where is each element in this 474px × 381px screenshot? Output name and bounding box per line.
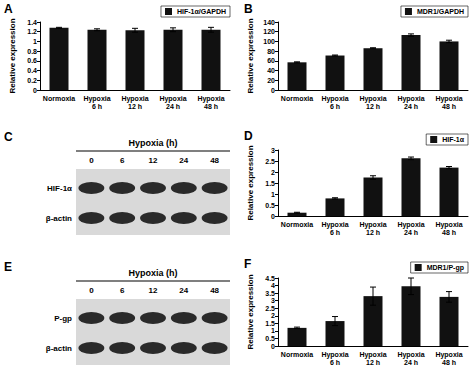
- svg-text:Hypoxia: Hypoxia: [197, 95, 224, 103]
- svg-text:0.5: 0.5: [265, 335, 275, 342]
- svg-text:6 h: 6 h: [92, 103, 102, 110]
- svg-text:20: 20: [267, 77, 275, 84]
- svg-text:0: 0: [271, 213, 275, 220]
- svg-text:2: 2: [271, 312, 275, 319]
- svg-text:HIF-1α/GAPDH: HIF-1α/GAPDH: [177, 8, 226, 15]
- svg-text:Hypoxia: Hypoxia: [397, 221, 424, 229]
- svg-text:48: 48: [210, 156, 219, 165]
- svg-text:24 h: 24 h: [404, 229, 418, 236]
- svg-text:0.2: 0.2: [27, 77, 37, 84]
- svg-text:4: 4: [271, 282, 275, 289]
- svg-text:Hypoxia: Hypoxia: [397, 95, 424, 103]
- svg-text:B: B: [244, 2, 253, 16]
- svg-text:24 h: 24 h: [404, 103, 418, 110]
- svg-text:β-actin: β-actin: [46, 214, 72, 223]
- svg-text:Hypoxia: Hypoxia: [121, 95, 148, 103]
- svg-text:Relative expression: Relative expression: [246, 274, 255, 349]
- svg-text:40: 40: [267, 67, 275, 74]
- svg-text:P-gp: P-gp: [54, 314, 72, 323]
- svg-text:C: C: [4, 130, 13, 144]
- svg-text:1.5: 1.5: [265, 320, 275, 327]
- svg-text:140: 140: [263, 19, 275, 26]
- svg-text:12 h: 12 h: [128, 103, 142, 110]
- svg-text:24 h: 24 h: [166, 103, 180, 110]
- svg-text:6 h: 6 h: [330, 103, 340, 110]
- svg-text:60: 60: [267, 57, 275, 64]
- svg-text:0: 0: [89, 286, 94, 295]
- svg-text:Hypoxia: Hypoxia: [159, 95, 186, 103]
- svg-text:Hypoxia: Hypoxia: [359, 221, 386, 229]
- svg-text:1.4: 1.4: [27, 19, 37, 26]
- svg-text:24: 24: [179, 286, 188, 295]
- svg-text:Hypoxia (h): Hypoxia (h): [128, 138, 177, 148]
- svg-text:1: 1: [271, 327, 275, 334]
- svg-text:Relative expression: Relative expression: [8, 18, 17, 93]
- svg-text:48 h: 48 h: [442, 229, 456, 236]
- svg-text:Hypoxia: Hypoxia: [359, 351, 386, 359]
- svg-text:Hypoxia: Hypoxia: [435, 351, 462, 359]
- svg-text:Hypoxia: Hypoxia: [359, 95, 386, 103]
- svg-text:3: 3: [271, 297, 275, 304]
- svg-text:48 h: 48 h: [442, 359, 456, 366]
- svg-text:MDR1/P-gp: MDR1/P-gp: [427, 264, 464, 272]
- svg-text:6 h: 6 h: [330, 359, 340, 366]
- svg-text:Normoxia: Normoxia: [281, 95, 313, 102]
- svg-text:6: 6: [120, 156, 125, 165]
- svg-text:Hypoxia: Hypoxia: [83, 95, 110, 103]
- svg-text:12 h: 12 h: [366, 359, 380, 366]
- svg-text:MDR1/GAPDH: MDR1/GAPDH: [417, 8, 464, 15]
- svg-text:3.5: 3.5: [265, 290, 275, 297]
- svg-text:2.5: 2.5: [265, 158, 275, 165]
- svg-text:Normoxia: Normoxia: [281, 221, 313, 228]
- svg-text:0.6: 0.6: [27, 57, 37, 64]
- svg-text:0: 0: [271, 343, 275, 350]
- svg-text:12 h: 12 h: [366, 103, 380, 110]
- svg-text:12: 12: [149, 286, 158, 295]
- svg-text:0: 0: [89, 156, 94, 165]
- svg-text:48: 48: [210, 286, 219, 295]
- svg-text:1.5: 1.5: [265, 180, 275, 187]
- svg-text:100: 100: [263, 38, 275, 45]
- svg-text:12: 12: [149, 156, 158, 165]
- svg-text:6 h: 6 h: [330, 229, 340, 236]
- svg-text:24: 24: [179, 156, 188, 165]
- svg-text:Hypoxia: Hypoxia: [321, 221, 348, 229]
- svg-text:β-actin: β-actin: [46, 344, 72, 353]
- svg-text:HIF-1α: HIF-1α: [442, 136, 465, 143]
- svg-text:Hypoxia: Hypoxia: [397, 351, 424, 359]
- svg-text:Normoxia: Normoxia: [43, 95, 75, 102]
- svg-text:0: 0: [271, 87, 275, 94]
- svg-text:48 h: 48 h: [442, 103, 456, 110]
- svg-text:A: A: [4, 2, 13, 16]
- svg-text:3: 3: [271, 147, 275, 154]
- svg-text:24 h: 24 h: [404, 359, 418, 366]
- svg-text:Hypoxia: Hypoxia: [321, 351, 348, 359]
- svg-text:120: 120: [263, 28, 275, 35]
- svg-text:1: 1: [271, 191, 275, 198]
- svg-text:2: 2: [271, 169, 275, 176]
- svg-text:2.5: 2.5: [265, 305, 275, 312]
- svg-text:0.5: 0.5: [265, 202, 275, 209]
- svg-text:1.2: 1.2: [27, 28, 37, 35]
- svg-text:1: 1: [33, 38, 37, 45]
- svg-text:E: E: [4, 260, 12, 274]
- svg-text:0.8: 0.8: [27, 48, 37, 55]
- svg-text:D: D: [244, 129, 253, 143]
- svg-text:6: 6: [120, 286, 125, 295]
- svg-text:80: 80: [267, 48, 275, 55]
- svg-text:Hypoxia (h): Hypoxia (h): [128, 268, 177, 278]
- svg-text:0: 0: [33, 87, 37, 94]
- svg-text:Normoxia: Normoxia: [281, 351, 313, 358]
- svg-text:48 h: 48 h: [204, 103, 218, 110]
- svg-text:Hypoxia: Hypoxia: [435, 95, 462, 103]
- svg-text:0.4: 0.4: [27, 67, 37, 74]
- svg-text:HIF-1α: HIF-1α: [47, 184, 72, 193]
- svg-text:Hypoxia: Hypoxia: [321, 95, 348, 103]
- svg-text:Relative expression: Relative expression: [246, 145, 255, 220]
- svg-text:F: F: [244, 257, 251, 271]
- svg-text:4.5: 4.5: [265, 275, 275, 282]
- svg-text:12 h: 12 h: [366, 229, 380, 236]
- svg-text:Relative expression: Relative expression: [246, 18, 255, 93]
- svg-text:Hypoxia: Hypoxia: [435, 221, 462, 229]
